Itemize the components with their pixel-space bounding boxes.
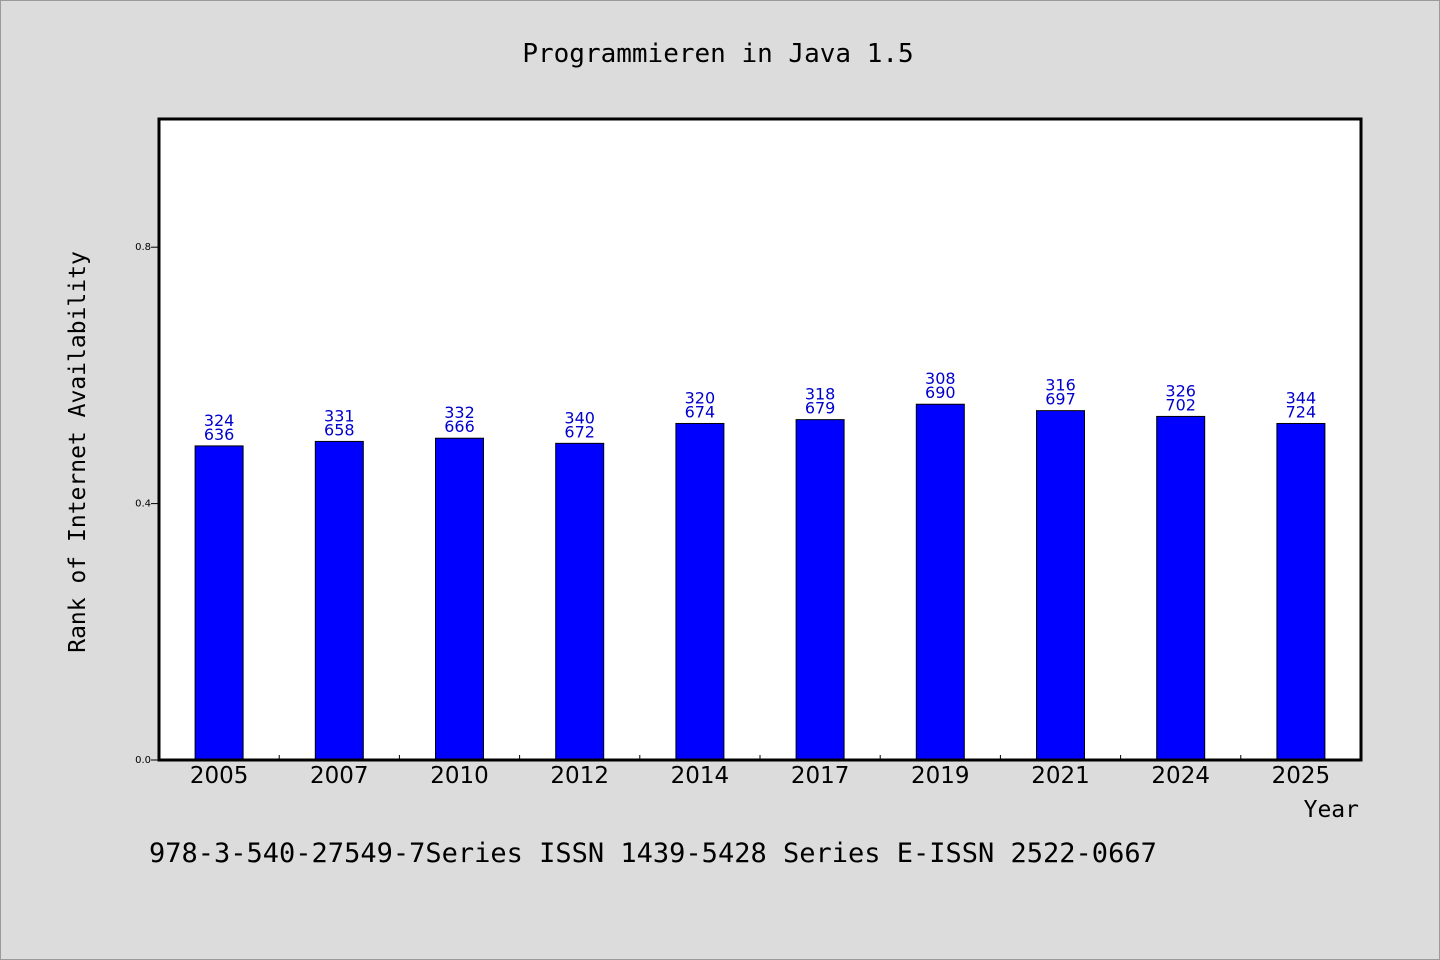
bar-label-bottom: 674 bbox=[685, 402, 716, 421]
bar-label-bottom: 697 bbox=[1045, 390, 1076, 409]
y-axis-ticks: 0.0 0.4 0.8 bbox=[135, 242, 159, 766]
x-tick-label: 2025 bbox=[1272, 763, 1331, 789]
bar-label-top: 344 bbox=[1286, 388, 1317, 407]
x-tick-label: 2014 bbox=[671, 763, 730, 789]
bar bbox=[1036, 410, 1085, 761]
x-tick-label: 2021 bbox=[1031, 763, 1090, 789]
bar-label-top: 332 bbox=[444, 403, 475, 422]
bar-label-bottom: 679 bbox=[805, 399, 836, 418]
x-axis-label: Year bbox=[1304, 797, 1359, 823]
x-tick-label: 2010 bbox=[430, 763, 489, 789]
plot-border bbox=[157, 117, 1363, 762]
bar-label-bottom: 636 bbox=[204, 425, 235, 444]
bar-label-top: 318 bbox=[805, 385, 836, 404]
x-tick-label: 2024 bbox=[1151, 763, 1210, 789]
x-tick-label: 2012 bbox=[550, 763, 609, 789]
footer-text: 978-3-540-27549-7Series ISSN 1439-5428 S… bbox=[149, 838, 1157, 869]
bar bbox=[314, 440, 364, 761]
bar-label-top: 331 bbox=[324, 406, 355, 425]
bar bbox=[1276, 422, 1326, 761]
bar bbox=[1156, 415, 1206, 761]
bar-label-top: 326 bbox=[1165, 381, 1196, 400]
bar bbox=[435, 437, 484, 761]
bar-label-top: 320 bbox=[685, 388, 716, 407]
bar-label-bottom: 666 bbox=[444, 417, 475, 436]
bar-label-bottom: 724 bbox=[1286, 402, 1317, 421]
bar-label-bottom: 658 bbox=[324, 420, 355, 439]
bar bbox=[194, 445, 244, 761]
bar bbox=[915, 403, 965, 761]
bars-group bbox=[194, 403, 1326, 761]
bar-label-top: 324 bbox=[204, 411, 235, 430]
bar-label-bottom: 702 bbox=[1165, 395, 1196, 414]
y-tick-label: 0.4 bbox=[135, 499, 151, 510]
bar-label-top: 316 bbox=[1045, 376, 1076, 395]
x-tick-label: 2019 bbox=[911, 763, 970, 789]
x-tick-label: 2017 bbox=[791, 763, 850, 789]
y-tick-label: 0.0 bbox=[135, 755, 151, 766]
x-tick-label: 2005 bbox=[190, 763, 249, 789]
chart-title: Programmieren in Java 1.5 bbox=[522, 39, 913, 69]
x-axis-ticks: 2005 2007 2010 2012 2014 2017 2019 2021 2024 2025 bbox=[190, 755, 1330, 789]
y-axis-label: Rank of Internet Availability bbox=[65, 251, 91, 653]
bar-label-top: 308 bbox=[925, 369, 956, 388]
x-tick-label: 2007 bbox=[310, 763, 369, 789]
bar bbox=[675, 422, 725, 761]
bar bbox=[795, 419, 845, 761]
y-tick-label: 0.8 bbox=[135, 242, 151, 253]
bar-label-bottom: 672 bbox=[564, 422, 595, 441]
bar-label-bottom: 690 bbox=[925, 383, 956, 402]
bar-label-top: 340 bbox=[564, 408, 595, 427]
bar bbox=[555, 442, 605, 761]
